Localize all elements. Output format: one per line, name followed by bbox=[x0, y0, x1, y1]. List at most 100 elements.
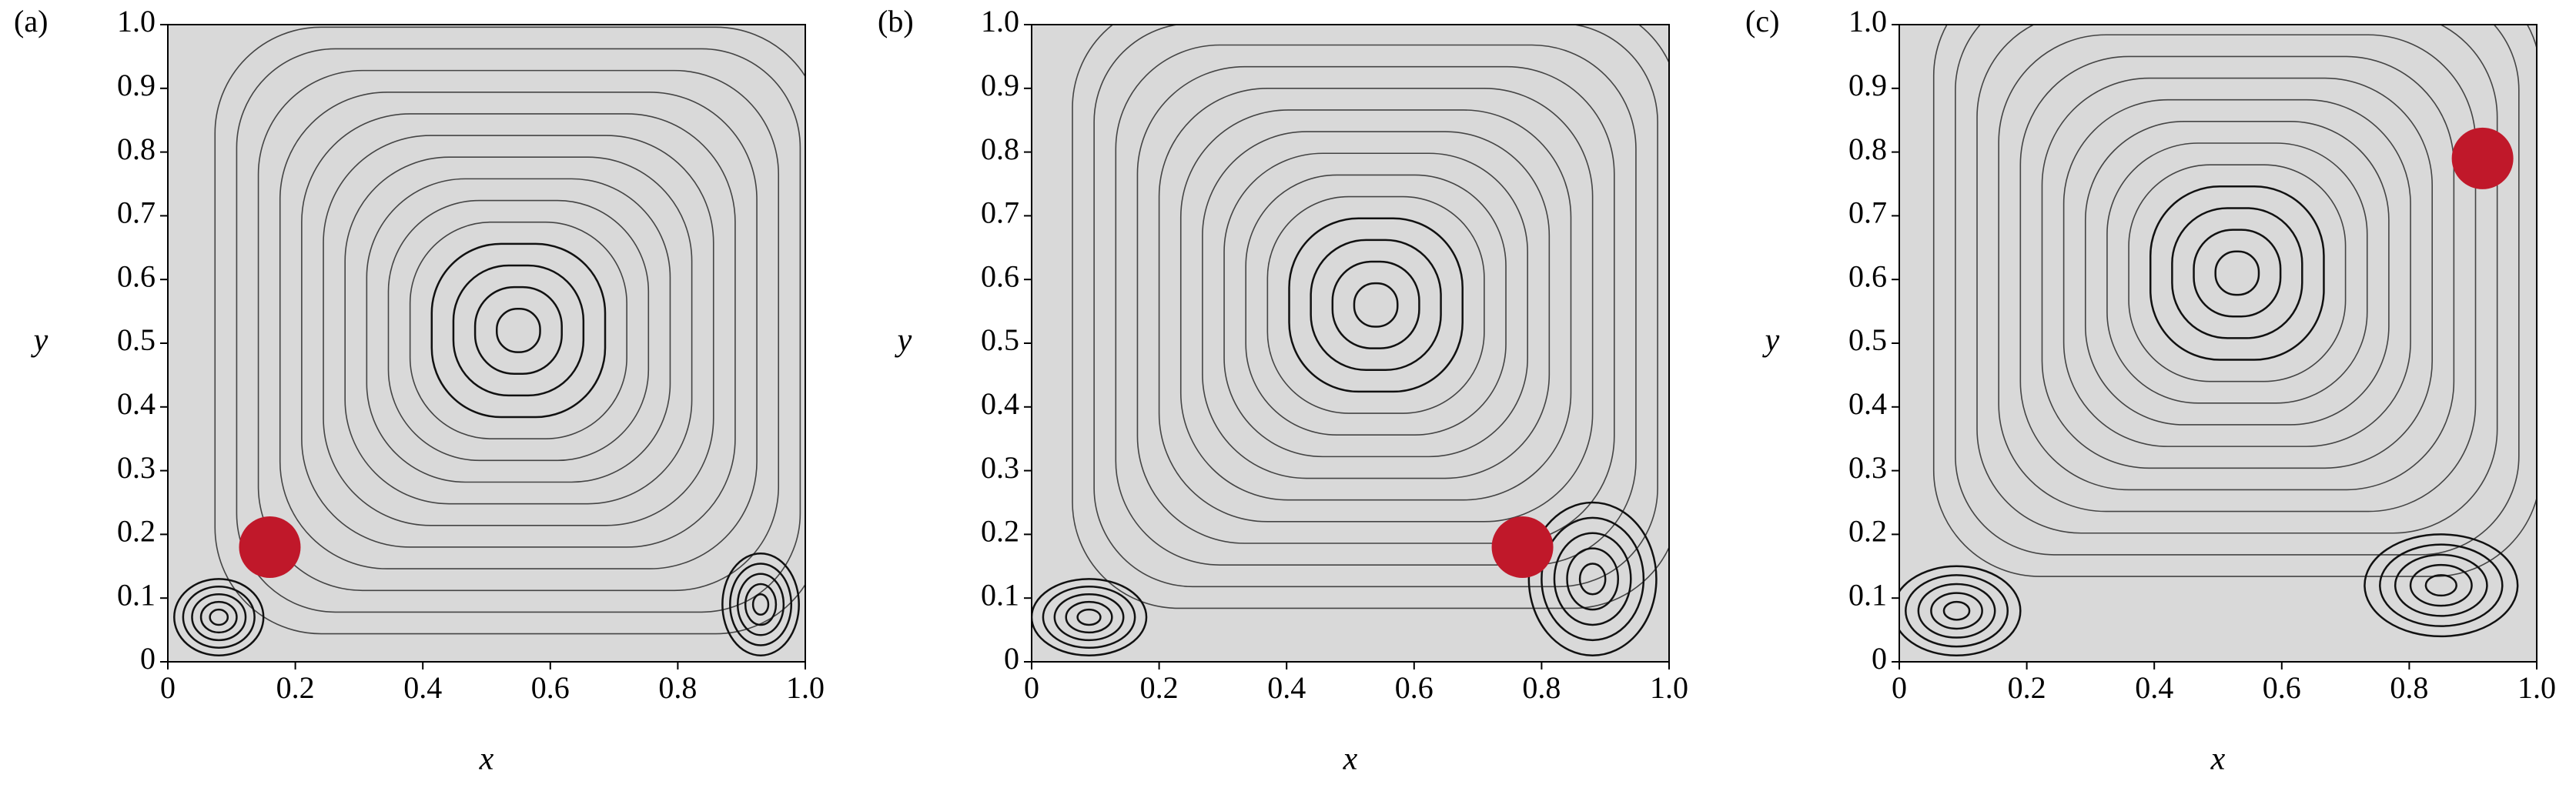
y-axis-label: y bbox=[1762, 323, 1780, 359]
y-tick-label: 0.7 bbox=[1848, 195, 1887, 230]
corner-streamline bbox=[2409, 563, 2473, 607]
corner-streamline bbox=[1905, 574, 2009, 648]
streamlines bbox=[1899, 25, 2537, 656]
streamline bbox=[2214, 250, 2260, 296]
streamline bbox=[1136, 65, 1615, 544]
streamline bbox=[495, 308, 541, 353]
streamline bbox=[1158, 88, 1594, 523]
streamline bbox=[1115, 44, 1637, 566]
corner-streamline bbox=[1042, 586, 1136, 649]
corner-streamline bbox=[736, 573, 785, 636]
corner-streamline bbox=[1917, 583, 1996, 639]
corner-streamline bbox=[1541, 516, 1645, 642]
x-axis-label: x bbox=[479, 742, 494, 777]
x-tick-label: 0.6 bbox=[2263, 670, 2301, 705]
streamline bbox=[1310, 239, 1442, 372]
corner-streamline bbox=[191, 593, 247, 642]
streamline bbox=[214, 26, 805, 635]
x-tick-label: 1.0 bbox=[786, 670, 825, 705]
y-tick-label: 0.5 bbox=[1848, 322, 1887, 357]
y-tick-label: 1.0 bbox=[1848, 4, 1887, 38]
y-tick-label: 0.6 bbox=[1848, 259, 1887, 293]
corner-streamline bbox=[2394, 553, 2488, 617]
corner-streamline bbox=[2364, 533, 2519, 638]
x-tick-label: 0 bbox=[1024, 670, 1039, 705]
y-tick-label: 0.2 bbox=[981, 514, 1019, 549]
streamline bbox=[2041, 77, 2434, 469]
streamline bbox=[344, 156, 693, 505]
corner-streamline bbox=[1053, 593, 1125, 642]
y-tick-label: 0.4 bbox=[117, 386, 156, 421]
y-tick-label: 0.5 bbox=[117, 322, 156, 357]
y-tick-label: 0.4 bbox=[981, 386, 1019, 421]
streamlines bbox=[1032, 25, 1669, 656]
streamline bbox=[257, 69, 780, 592]
corner-streamline bbox=[1930, 592, 1983, 630]
streamline bbox=[2193, 229, 2282, 318]
y-tick-label: 0.7 bbox=[117, 195, 156, 230]
y-tick-label: 0.1 bbox=[981, 577, 1019, 612]
y-tick-label: 0.2 bbox=[117, 514, 156, 549]
x-tick-label: 0.2 bbox=[2008, 670, 2046, 705]
corner-streamline bbox=[1578, 563, 1607, 596]
y-tick-label: 0.3 bbox=[117, 450, 156, 485]
streamline bbox=[1353, 282, 1399, 328]
corner-streamline bbox=[2379, 543, 2504, 627]
y-tick-label: 0.3 bbox=[981, 450, 1019, 485]
streamline bbox=[409, 221, 627, 439]
corner-streamline bbox=[1566, 547, 1620, 611]
y-tick-label: 0.2 bbox=[1848, 514, 1887, 549]
corner-streamline bbox=[1553, 532, 1632, 626]
y-tick-label: 0.9 bbox=[981, 68, 1019, 102]
streamlines bbox=[173, 26, 805, 656]
streamline bbox=[1932, 25, 2537, 577]
panel-label: (b) bbox=[878, 4, 914, 38]
panel-label: (c) bbox=[1745, 4, 1779, 38]
y-tick-label: 0.1 bbox=[1848, 577, 1887, 612]
streamline bbox=[1093, 25, 1658, 588]
particle bbox=[2451, 127, 2514, 189]
corner-streamline bbox=[729, 563, 793, 646]
corner-streamline bbox=[751, 593, 770, 616]
corner-streamline bbox=[2424, 574, 2457, 597]
panel-label: (a) bbox=[14, 4, 48, 38]
x-tick-label: 0.8 bbox=[1522, 670, 1561, 705]
corner-streamline bbox=[173, 578, 265, 656]
corner-streamline bbox=[1065, 600, 1113, 634]
streamline bbox=[1976, 25, 2498, 534]
particle bbox=[1491, 516, 1554, 578]
y-axis-label: y bbox=[895, 323, 912, 359]
streamline bbox=[1955, 25, 2520, 556]
streamline bbox=[1998, 34, 2477, 513]
x-tick-label: 0 bbox=[1892, 670, 1907, 705]
corner-streamline bbox=[1942, 600, 1971, 621]
x-axis-label: x bbox=[1343, 742, 1358, 777]
corner-streamline bbox=[182, 586, 256, 649]
corner-streamline bbox=[199, 600, 238, 634]
y-tick-label: 0.1 bbox=[117, 577, 156, 612]
corner-streamline bbox=[1527, 501, 1658, 656]
x-tick-label: 1.0 bbox=[2517, 670, 2556, 705]
streamline bbox=[1072, 25, 1669, 609]
x-tick-label: 0.6 bbox=[531, 670, 570, 705]
corner-streamline bbox=[1076, 608, 1102, 626]
y-tick-label: 0 bbox=[1004, 641, 1019, 676]
y-tick-label: 0.5 bbox=[981, 322, 1019, 357]
y-tick-label: 0.9 bbox=[1848, 68, 1887, 102]
x-tick-label: 0.8 bbox=[658, 670, 697, 705]
streamline bbox=[1266, 195, 1485, 414]
y-tick-label: 0 bbox=[1872, 641, 1887, 676]
streamline bbox=[452, 264, 585, 397]
x-tick-label: 0.2 bbox=[1140, 670, 1179, 705]
y-tick-label: 0.6 bbox=[117, 259, 156, 293]
x-axis-label: x bbox=[2210, 742, 2226, 777]
streamline bbox=[2084, 121, 2390, 426]
streamline bbox=[301, 113, 736, 548]
streamline bbox=[279, 91, 758, 569]
streamline bbox=[1202, 131, 1551, 479]
streamline bbox=[387, 199, 650, 462]
x-tick-label: 0.4 bbox=[2135, 670, 2173, 705]
y-tick-label: 1.0 bbox=[117, 4, 156, 38]
y-tick-label: 0 bbox=[140, 641, 156, 676]
